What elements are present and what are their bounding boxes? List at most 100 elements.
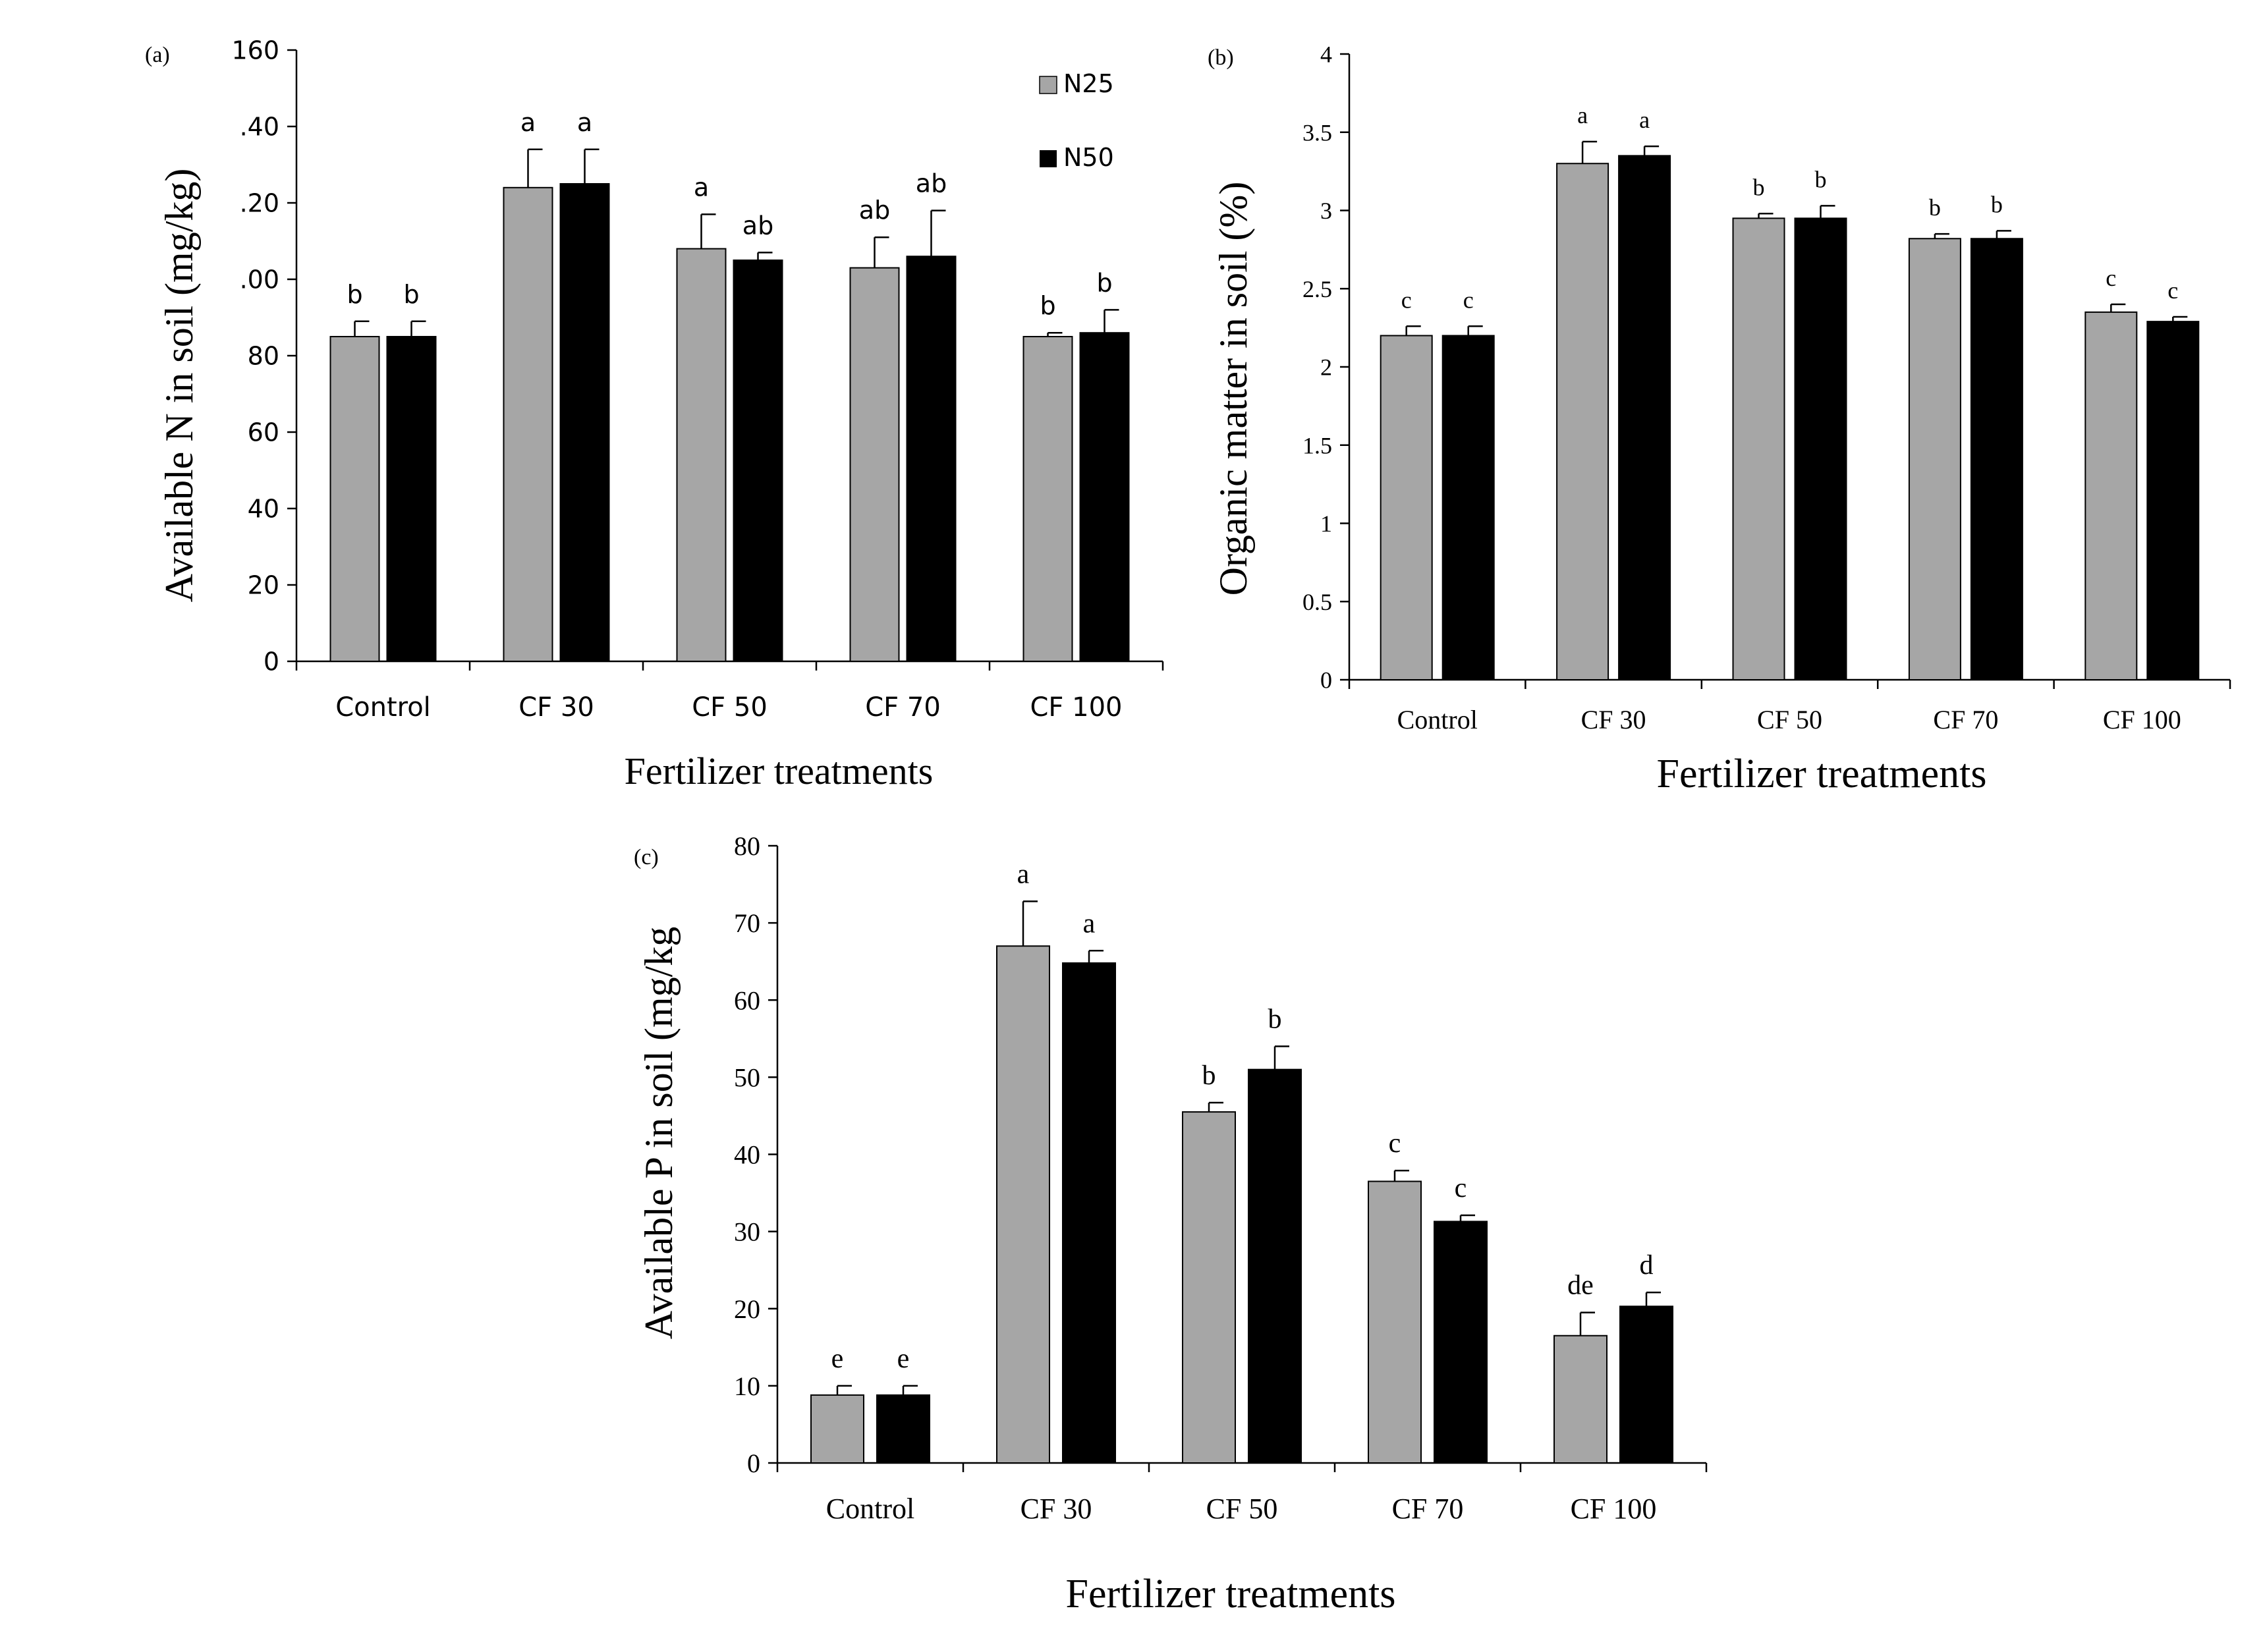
significance-letter: c	[1389, 1128, 1401, 1159]
x-tick-label: Control	[1397, 705, 1478, 734]
x-tick-label: CF 70	[865, 692, 941, 723]
bar-n25	[503, 186, 553, 662]
bar-n25	[1182, 1111, 1236, 1464]
y-tick-label: 1.5	[1302, 432, 1332, 458]
bar-n50	[1970, 238, 2023, 680]
y-tick-label: 30	[734, 1217, 760, 1247]
significance-letter: ab	[742, 211, 773, 240]
bar-n50	[559, 183, 610, 662]
bar-n25	[329, 336, 380, 662]
y-tick-label: 0	[264, 647, 279, 676]
x-tick-label: CF 30	[1581, 705, 1646, 734]
bar-n50	[1062, 962, 1116, 1464]
x-tick-label: CF 50	[1757, 705, 1822, 734]
panel-a: (a) Available N in soil (mg/kg) Fertiliz…	[145, 36, 1164, 792]
legend-label-n50: N50	[1063, 143, 1114, 172]
significance-letter: a	[1017, 859, 1030, 889]
y-tick-label: 3	[1320, 198, 1332, 224]
bar-n25	[676, 248, 727, 663]
y-tick-label: 1	[1320, 510, 1332, 537]
significance-letter: d	[1640, 1250, 1654, 1280]
significance-letter: b	[1815, 166, 1827, 192]
bar-n50	[1618, 155, 1671, 680]
x-tick-label: CF 70	[1933, 705, 1998, 734]
bar-n25	[996, 945, 1050, 1464]
bar-n50	[1248, 1068, 1302, 1464]
legend-label-n25: N25	[1063, 69, 1114, 98]
significance-letter: a	[1577, 102, 1588, 128]
y-axis-label: Available P in soil (mg/kg	[637, 927, 681, 1340]
panel-label: (c)	[634, 845, 659, 869]
bar-n25	[1556, 163, 1609, 680]
significance-letter: c	[1463, 287, 1474, 313]
x-tick-label: CF 30	[1021, 1493, 1092, 1525]
x-tick-label: CF 100	[2103, 705, 2181, 734]
y-tick-label: 2	[1320, 354, 1332, 381]
significance-letter: b	[1268, 1005, 1282, 1035]
x-axis-label: Fertilizer treatments	[625, 750, 934, 792]
y-tick-label: 20	[734, 1294, 760, 1324]
bar-n25	[1732, 217, 1785, 680]
panel-label: (a)	[145, 43, 170, 67]
bar-n50	[1619, 1306, 1673, 1464]
panel-c: (c) Available P in soil (mg/kg Fertilize…	[634, 831, 1708, 1616]
bar-n25	[1368, 1180, 1422, 1464]
significance-letter: b	[1096, 268, 1112, 297]
bar-n50	[906, 256, 957, 662]
significance-letter: e	[831, 1344, 844, 1374]
bar-n50	[1441, 335, 1495, 680]
significance-letter: b	[1991, 191, 2003, 217]
x-tick-label: CF 100	[1571, 1493, 1657, 1525]
y-tick-label: 40	[248, 494, 279, 523]
panel-b: (b) Organic matter in soil (%) Fertilize…	[1208, 41, 2231, 796]
significance-letter: a	[577, 108, 592, 137]
y-tick-label: 70	[734, 908, 760, 938]
bar-n25	[810, 1394, 864, 1464]
bar-n25	[1908, 238, 1961, 680]
significance-letter: b	[1929, 194, 1941, 221]
bar-n50	[1079, 332, 1130, 662]
significance-letter: ab	[916, 169, 947, 198]
x-tick-label: CF 50	[692, 692, 768, 723]
significance-letter: b	[1202, 1060, 1216, 1091]
bar-n25	[1553, 1335, 1608, 1464]
y-axis-label: Available N in soil (mg/kg)	[157, 169, 201, 603]
y-tick-label: 60	[248, 418, 279, 447]
y-tick-label: 3.5	[1302, 119, 1332, 146]
plot-area: 0 10 20 30 40 50 60 70 80 Control CF 30 CF 50 CF 70 C…	[734, 831, 1708, 1525]
x-tick-label: Control	[335, 692, 431, 723]
y-axis-label: Organic matter in soil (%)	[1212, 182, 1255, 596]
significance-letter: a	[520, 108, 536, 137]
panel-label: (b)	[1208, 45, 1234, 70]
significance-letter: c	[1455, 1173, 1467, 1203]
significance-letter: a	[1083, 908, 1096, 939]
legend: N25 N50	[1039, 69, 1114, 172]
significance-letter: b	[1040, 291, 1055, 320]
significance-letter: c	[1401, 287, 1412, 313]
significance-letter: b	[347, 280, 362, 309]
bar-n25	[849, 267, 900, 663]
x-axis-label: Fertilizer treatments	[1657, 752, 1987, 796]
bar-n50	[2146, 321, 2200, 680]
significance-letter: ab	[859, 196, 890, 225]
y-tick-label: 0	[747, 1448, 760, 1478]
significance-letter: c	[2167, 277, 2178, 304]
y-tick-label: 0	[1320, 667, 1332, 694]
significance-letter: c	[2106, 265, 2116, 291]
y-tick-label: 20	[248, 570, 279, 599]
x-tick-label: CF 70	[1392, 1493, 1464, 1525]
y-tick-label: 0.5	[1302, 589, 1332, 615]
bar-n50	[1794, 217, 1847, 680]
bar-n50	[386, 336, 437, 662]
y-tick-label: 160	[231, 36, 279, 65]
significance-letter: b	[403, 280, 419, 309]
plot-area: 0 0.5 1 1.5 2 2.5 3 3.5 4 Control CF 30 CF 50 CF 70 C…	[1302, 41, 2231, 734]
y-tick-label: 10	[734, 1371, 760, 1401]
x-tick-label: CF 100	[1030, 692, 1123, 723]
bar-n25	[1380, 335, 1433, 680]
y-tick-label: .20	[240, 188, 279, 217]
bar-n50	[1434, 1221, 1488, 1464]
bar-n25	[2084, 311, 2138, 680]
